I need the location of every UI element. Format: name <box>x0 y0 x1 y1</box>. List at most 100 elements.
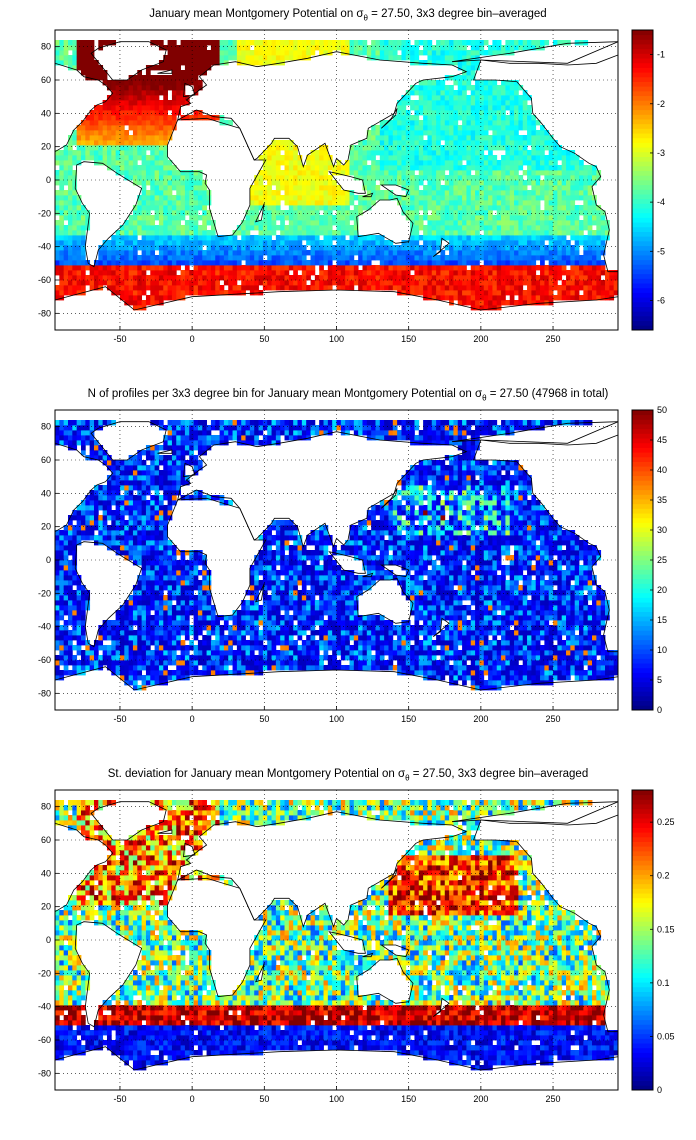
heatmap-cell <box>128 220 134 226</box>
heatmap-cell <box>462 220 467 226</box>
heatmap-cell <box>141 175 147 181</box>
heatmap-cell <box>180 250 186 256</box>
heatmap-cell <box>440 95 446 101</box>
heatmap-cell <box>301 205 307 211</box>
heatmap-cell <box>518 255 524 261</box>
heatmap-cell <box>522 115 528 121</box>
heatmap-cell <box>592 665 597 671</box>
heatmap-cell <box>80 260 86 266</box>
heatmap-cell <box>436 105 441 111</box>
heatmap-cell <box>158 85 164 91</box>
heatmap-cell <box>284 165 290 171</box>
heatmap-cell <box>509 85 515 91</box>
heatmap-cell <box>427 220 433 226</box>
heatmap-cell <box>384 660 389 666</box>
heatmap-cell <box>85 115 91 121</box>
heatmap-cell <box>427 165 433 171</box>
heatmap-cell <box>154 130 160 136</box>
heatmap-cell <box>492 105 498 111</box>
heatmap-cell <box>388 275 394 281</box>
heatmap-cell <box>150 100 156 106</box>
heatmap-cell <box>184 220 190 226</box>
heatmap-cell <box>306 190 311 196</box>
heatmap-cell <box>449 235 454 241</box>
heatmap-cell <box>418 195 424 201</box>
heatmap-cell <box>197 225 203 231</box>
heatmap-cell <box>449 245 454 251</box>
heatmap-cell <box>561 200 567 206</box>
heatmap-cell <box>518 230 524 236</box>
heatmap-cell <box>171 120 177 126</box>
heatmap-cell <box>189 290 194 296</box>
heatmap-cell <box>297 40 303 46</box>
heatmap-cell <box>414 150 420 156</box>
heatmap-cell <box>236 225 242 231</box>
heatmap-cell <box>223 660 229 666</box>
heatmap-cell <box>522 205 528 211</box>
heatmap-cell <box>254 240 259 246</box>
heatmap-cell <box>384 280 389 286</box>
heatmap-cell <box>548 200 554 206</box>
heatmap-cell <box>514 665 519 671</box>
heatmap-cell <box>470 185 476 191</box>
heatmap-cell <box>180 245 186 251</box>
heatmap-cell <box>392 260 398 266</box>
colorbar-segment <box>632 245 653 251</box>
heatmap-cell <box>59 235 65 241</box>
heatmap-cell <box>570 665 576 671</box>
heatmap-cell <box>362 280 368 286</box>
heatmap-cell <box>63 150 69 156</box>
heatmap-cell <box>609 670 615 676</box>
heatmap-cell <box>427 80 433 86</box>
heatmap-cell <box>427 175 433 181</box>
heatmap-cell <box>557 180 563 186</box>
heatmap-cell <box>462 200 467 206</box>
heatmap-cell <box>124 110 130 116</box>
heatmap-cell <box>505 180 511 186</box>
heatmap-cell <box>488 235 493 241</box>
heatmap-cell <box>453 235 459 241</box>
heatmap-cell <box>410 115 415 121</box>
heatmap-cell <box>466 665 472 671</box>
heatmap-cell <box>440 660 446 666</box>
heatmap-cell <box>540 125 545 131</box>
heatmap-cell <box>440 270 446 276</box>
heatmap-cell <box>462 55 467 61</box>
heatmap-cell <box>55 40 60 46</box>
heatmap-cell <box>427 125 433 131</box>
heatmap-cell <box>171 110 177 116</box>
heatmap-cell <box>587 295 593 301</box>
heatmap-cell <box>431 60 437 66</box>
heatmap-cell <box>228 275 233 281</box>
heatmap-cell <box>184 240 190 246</box>
heatmap-cell <box>119 110 125 116</box>
heatmap-cell <box>457 80 463 86</box>
heatmap-cell <box>167 120 173 126</box>
heatmap-cell <box>557 270 563 276</box>
heatmap-cell <box>267 275 272 281</box>
heatmap-cell <box>566 150 571 156</box>
heatmap-cell <box>553 260 558 266</box>
heatmap-cell <box>418 145 424 151</box>
heatmap-cell <box>579 210 584 216</box>
heatmap-cell <box>583 240 589 246</box>
heatmap-cell <box>375 165 381 171</box>
heatmap-cell <box>375 150 381 156</box>
heatmap-cell <box>67 175 73 181</box>
heatmap-cell <box>405 250 411 256</box>
heatmap-cell <box>609 270 615 276</box>
heatmap-cell <box>496 280 502 286</box>
heatmap-cell <box>249 40 255 46</box>
heatmap-cell <box>93 140 99 146</box>
heatmap-cell <box>163 60 168 66</box>
heatmap-cell <box>475 235 480 241</box>
heatmap-cell <box>457 280 463 286</box>
heatmap-cell <box>72 210 78 216</box>
heatmap-cell <box>410 260 415 266</box>
heatmap-cell <box>275 660 281 666</box>
heatmap-cell <box>440 130 446 136</box>
heatmap-cell <box>427 245 433 251</box>
heatmap-cell <box>63 175 69 181</box>
heatmap-cell <box>514 235 519 241</box>
heatmap-cell <box>297 255 303 261</box>
